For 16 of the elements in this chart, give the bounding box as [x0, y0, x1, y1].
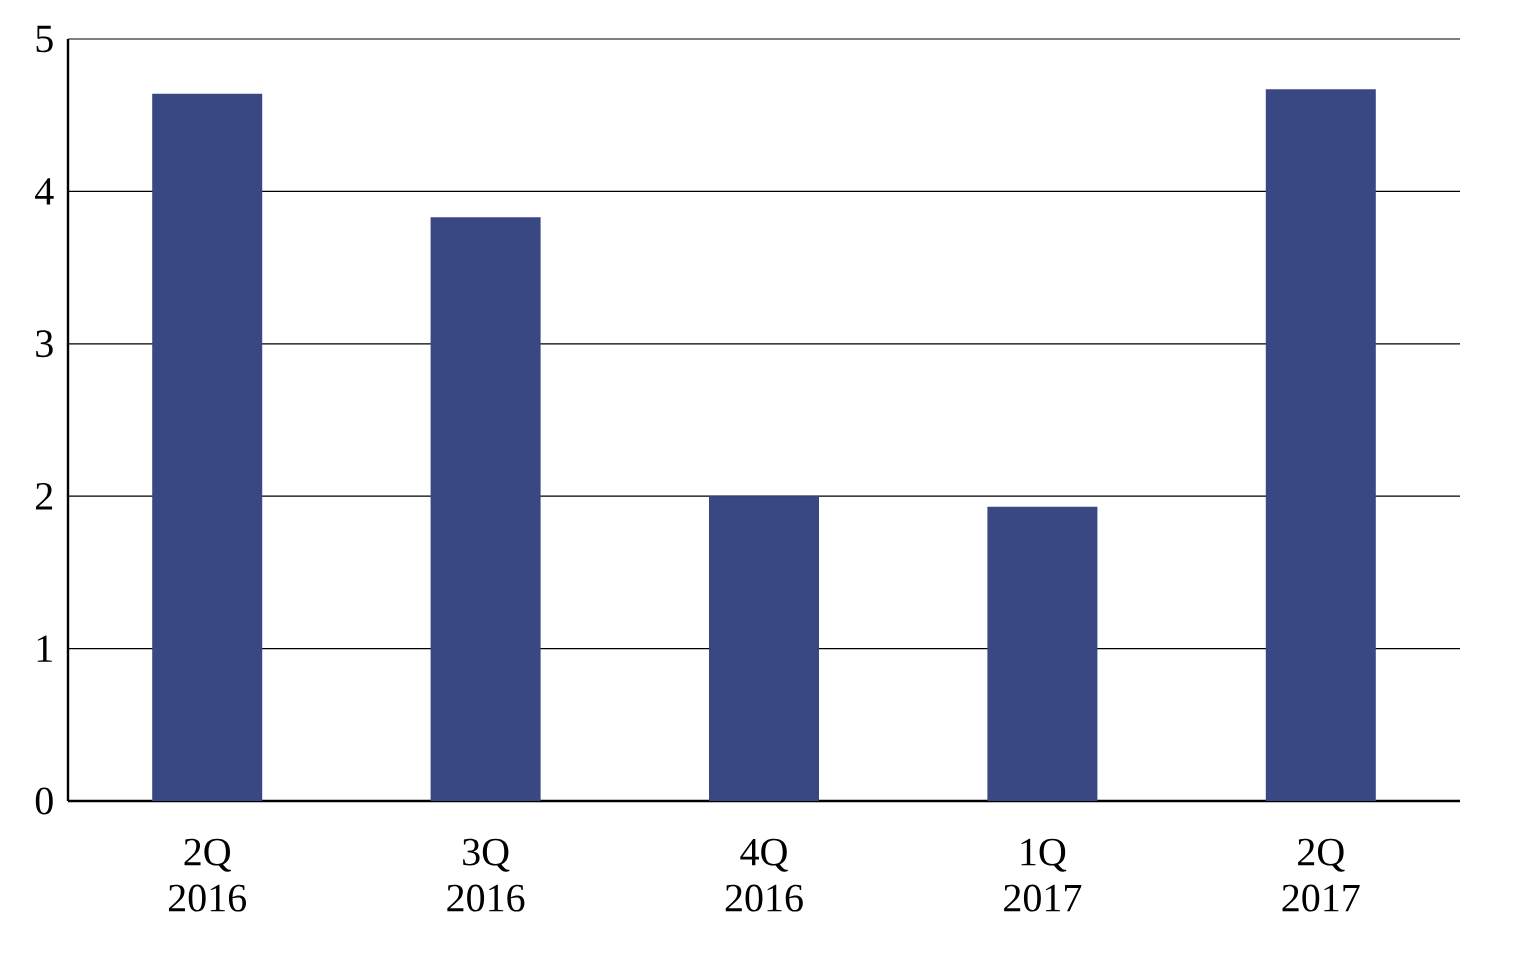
- bar: [709, 496, 819, 801]
- bar: [430, 217, 541, 801]
- y-tick-label: 0: [35, 787, 53, 815]
- x-tick-label: 3Q 2016: [447, 838, 525, 912]
- y-tick-label: 2: [36, 482, 53, 510]
- bar: [987, 506, 1098, 801]
- bar: [1265, 89, 1376, 801]
- y-tick-label: 5: [36, 25, 53, 53]
- y-tick-label: 1: [37, 635, 52, 662]
- y-tick-label: 4: [35, 178, 54, 205]
- x-tick-label: 4Q 2016: [725, 838, 803, 912]
- x-tick-label: 1Q 2017: [1004, 838, 1082, 912]
- y-tick-label: 3: [36, 330, 53, 358]
- x-tick-label: 2Q 2017: [1282, 838, 1360, 912]
- bar: [152, 93, 263, 801]
- x-tick-label: 2Q 2016: [168, 838, 247, 912]
